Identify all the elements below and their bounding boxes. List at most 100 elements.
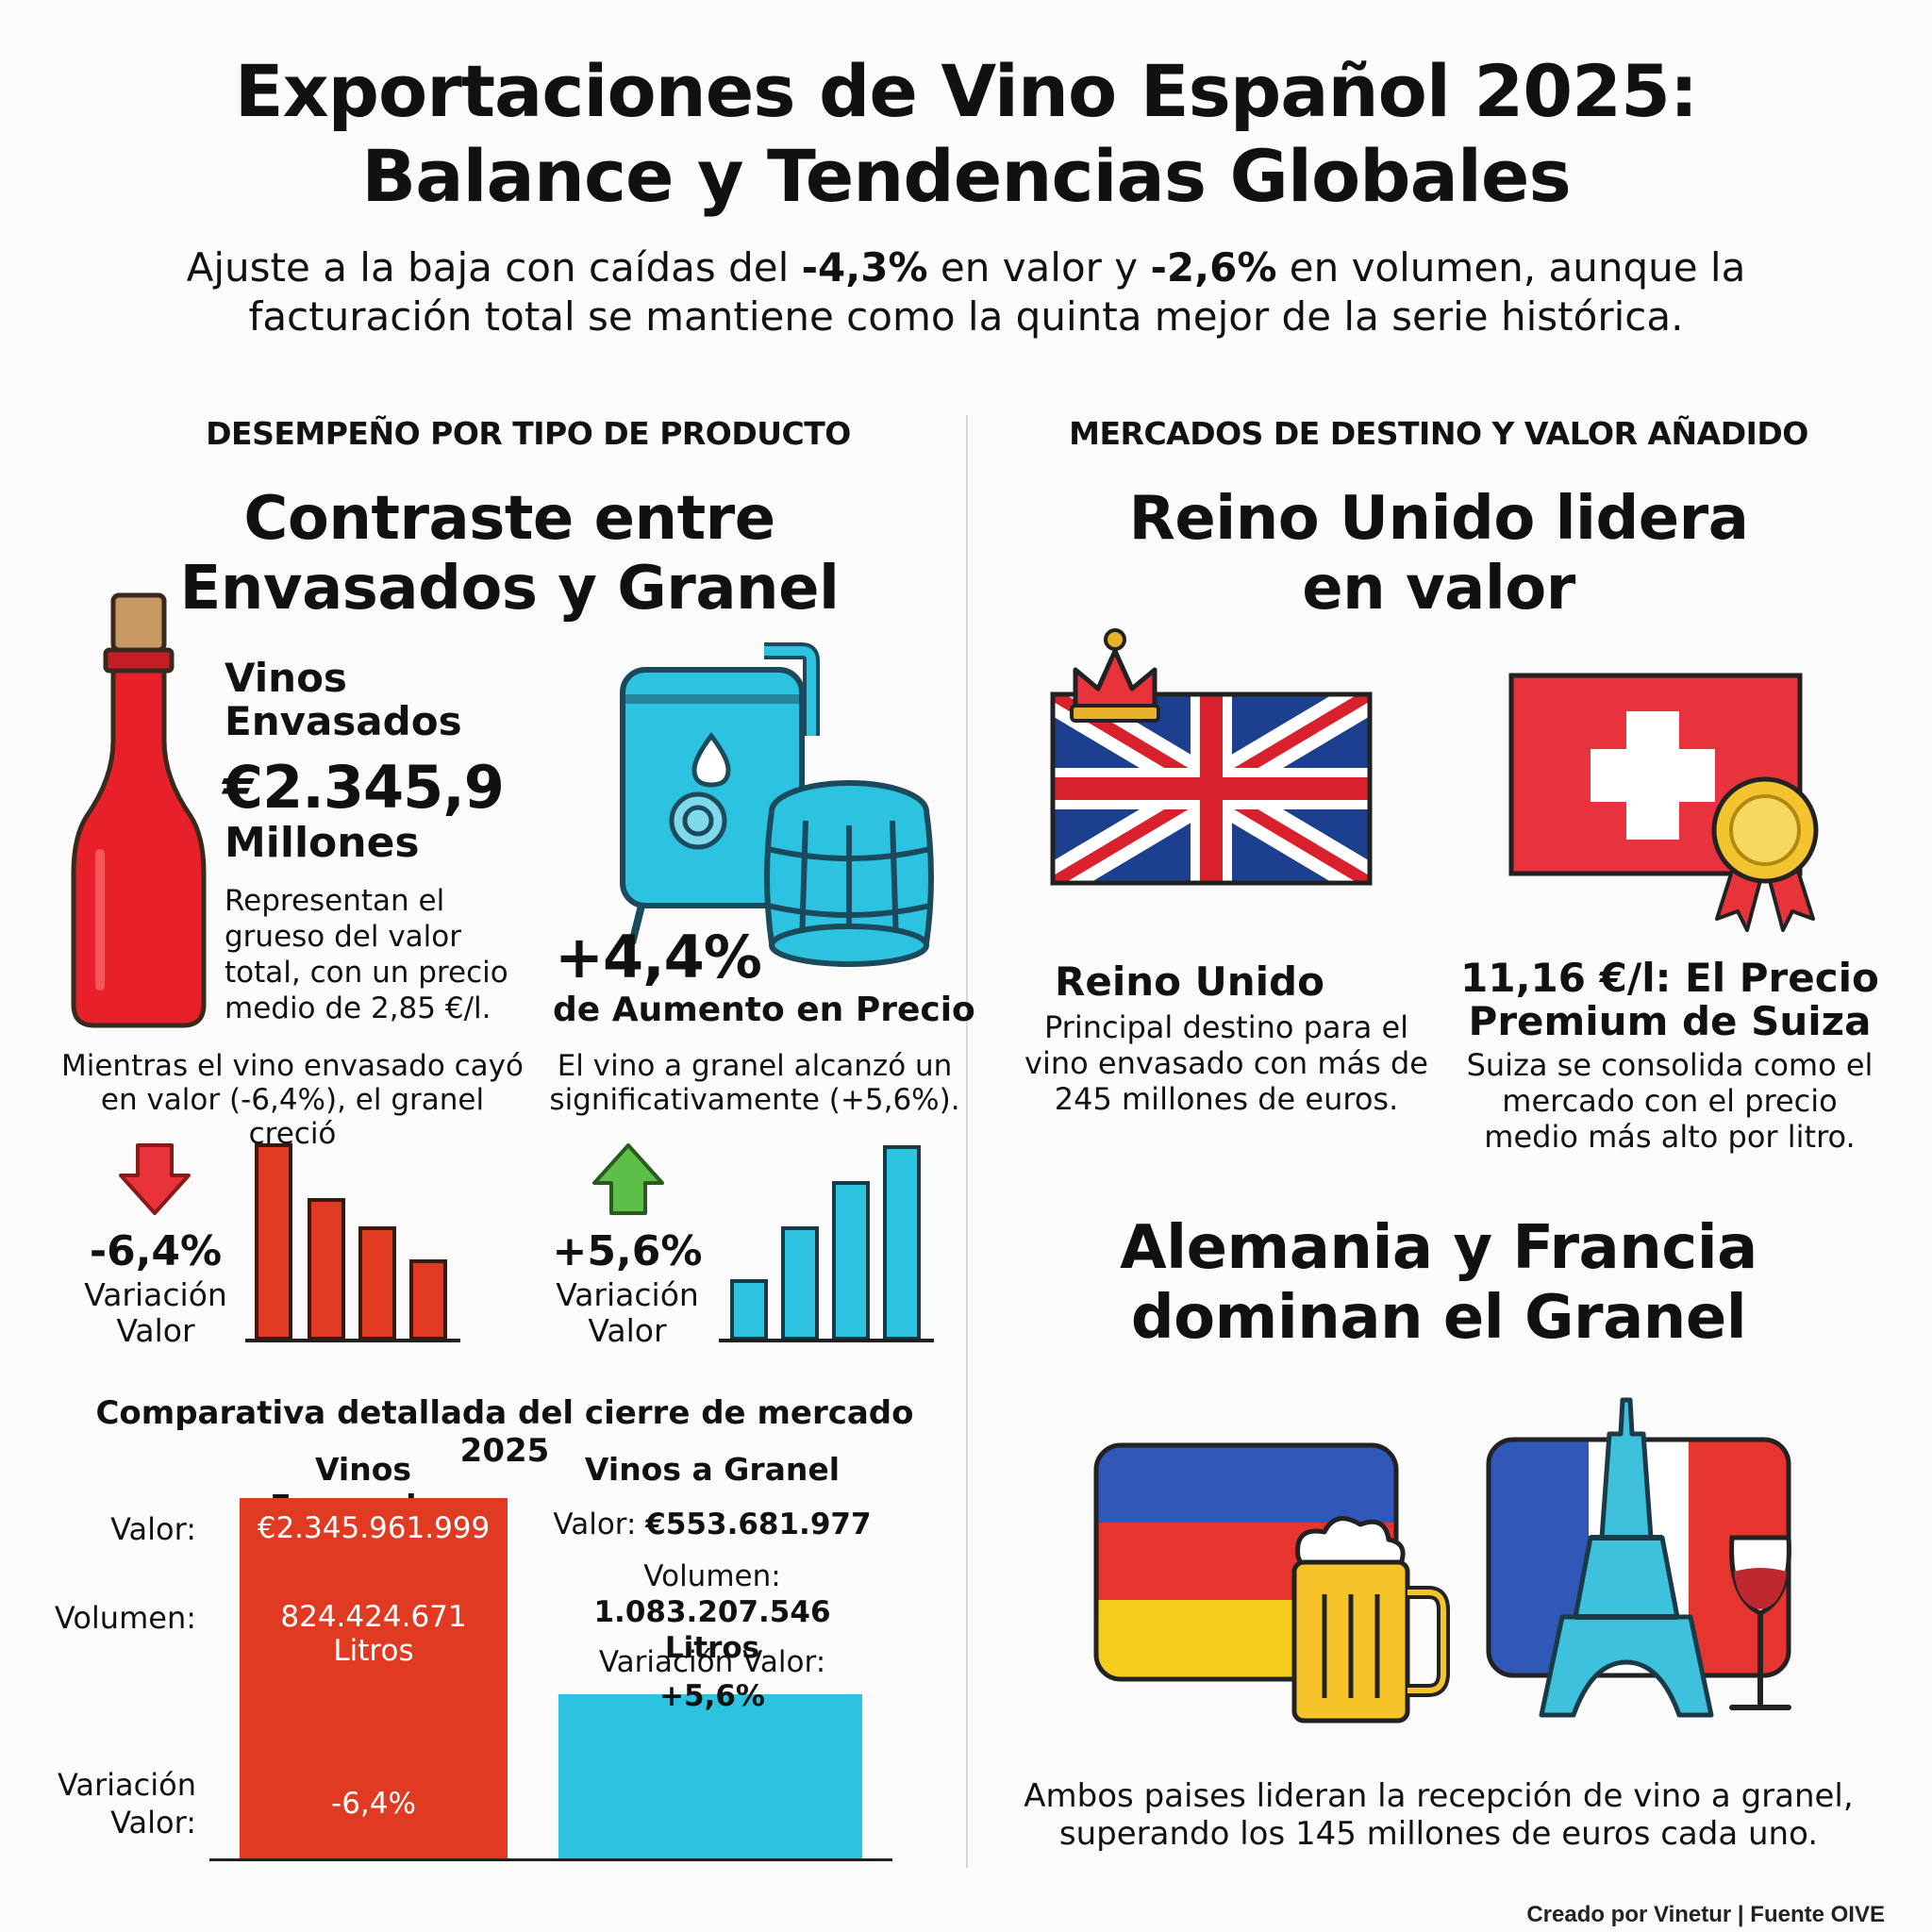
heading-line: en valor (1302, 554, 1575, 624)
credit-footer: Creado por Vinetur | Fuente OIVE (1526, 1902, 1885, 1927)
desc-line: mercado con el precio (1502, 1083, 1838, 1119)
field-value: +5,6% (659, 1679, 765, 1713)
envasados-description: Representan el grueso del valor total, c… (225, 883, 536, 1026)
granel-variacion: Variación Valor: +5,6% (547, 1645, 877, 1713)
granel-value-block (558, 1694, 862, 1858)
subtitle-text: en volumen, aunque la (1276, 244, 1746, 291)
granel-price-increase: +4,4% (555, 923, 762, 991)
decline-bar-2 (308, 1198, 345, 1341)
label-line: Valor: (110, 1805, 196, 1840)
label-line: Valor (116, 1312, 195, 1349)
subtitle-line-2: facturación total se mantiene como la qu… (248, 293, 1684, 340)
heading-line: dominan el Granel (1130, 1283, 1747, 1353)
field-label: Volumen: (643, 1559, 781, 1593)
comparison-title: Comparativa detallada del cierre de merc… (95, 1394, 914, 1470)
desc-line: medio de 2,85 €/l. (225, 991, 491, 1025)
desc-line: medio más alto por litro. (1484, 1119, 1856, 1155)
heading-germany-france: Alemania y Francia dominan el Granel (1000, 1213, 1877, 1353)
uk-title: Reino Unido (1055, 958, 1324, 1005)
down-label: Variación Valor (66, 1277, 245, 1349)
germany-flag-icon (1093, 1442, 1450, 1724)
label-line: Envasados (225, 698, 462, 744)
decline-bar-4 (409, 1259, 447, 1341)
decline-bar-chart (245, 1143, 460, 1342)
label-line: Vinos (225, 655, 347, 701)
granel-volumen: Volumen: 1.083.207.546 Litros (547, 1558, 877, 1666)
desc-line: Ambos paises lideran la recepción de vin… (1024, 1777, 1854, 1815)
title-line: Premium de Suiza (1468, 998, 1872, 1044)
title-line-1: Exportaciones de Vino Español 2025: (234, 49, 1699, 133)
field-label: Variación Valor: (598, 1645, 826, 1679)
row-label-variacion: Variación Valor: (38, 1766, 196, 1841)
desc-line: vino envasado con más de (1024, 1045, 1428, 1081)
field-value: €553.681.977 (645, 1507, 872, 1541)
field-value: 1.083.207.546 Litros (593, 1595, 831, 1665)
heading-line: Reino Unido lidera (1128, 484, 1749, 554)
text-line: en valor (-6,4%), el granel creció (100, 1083, 485, 1151)
growth-bar-1 (730, 1279, 768, 1341)
desc-line: grueso del valor (225, 920, 461, 954)
desc-line: Suiza se consolida como el (1466, 1047, 1874, 1083)
label-line: Variación (84, 1276, 227, 1313)
desc-line: Principal destino para el (1043, 1009, 1409, 1045)
compare-text-granel: El vino a granel alcanzó un significativ… (538, 1049, 972, 1117)
heading-line: Contraste entre (243, 484, 775, 554)
title-line-2: Balance y Tendencias Globales (361, 134, 1571, 218)
swiss-flag-icon (1508, 673, 1819, 932)
uk-description: Principal destino para el vino envasado … (1019, 1009, 1434, 1117)
subtitle-volume-drop: -2,6% (1150, 244, 1277, 291)
subtitle-text: en valor y (927, 244, 1151, 291)
wine-bottle-icon (71, 592, 207, 1028)
desc-line: superando los 145 millones de euros cada… (1058, 1815, 1819, 1853)
heading-uk-leads: Reino Unido lidera en valor (1000, 484, 1877, 624)
up-pct: +5,6% (552, 1227, 703, 1275)
heading-contrast: Contraste entre Envasados y Granel (38, 484, 981, 624)
envasados-value-block (240, 1498, 508, 1858)
down-arrow-icon (119, 1143, 191, 1215)
table-baseline (209, 1858, 892, 1861)
uk-flag-icon (1050, 628, 1373, 886)
heading-line: Alemania y Francia (1120, 1213, 1757, 1283)
envasados-value: €2.345,9 (223, 753, 505, 822)
desc-line: total, con un precio (225, 956, 508, 990)
envasados-volumen: 824.424.671 Litros (280, 1600, 467, 1668)
label-line: Valor (588, 1312, 667, 1349)
section-label-markets: MERCADOS DE DESTINO Y VALOR AÑADIDO (1069, 415, 1808, 452)
desc-line: Representan el (225, 884, 445, 918)
growth-bar-4 (883, 1145, 921, 1341)
swiss-title: 11,16 €/l: El Precio Premium de Suiza (1453, 957, 1887, 1043)
tank-barrel-icon (620, 642, 934, 967)
decline-bar-1 (255, 1143, 292, 1341)
col-header-granel: Vinos a Granel (584, 1451, 841, 1488)
text-line: significativamente (+5,6%). (549, 1083, 960, 1117)
label-line: Variación (556, 1276, 699, 1313)
up-arrow-icon (592, 1143, 664, 1215)
subtitle-text: Ajuste a la baja con caídas del (186, 244, 802, 291)
decline-bar-3 (358, 1226, 396, 1341)
growth-bar-2 (781, 1226, 819, 1341)
envasados-unit: Millones (225, 819, 420, 867)
france-flag-icon (1486, 1397, 1791, 1718)
title-line: 11,16 €/l: El Precio (1460, 955, 1879, 1001)
text-line: El vino a granel alcanzó un (557, 1049, 953, 1083)
down-pct: -6,4% (89, 1227, 223, 1275)
desc-line: 245 millones de euros. (1054, 1081, 1399, 1117)
field-label: Valor: (553, 1507, 646, 1541)
column-divider (966, 415, 968, 1868)
swiss-description: Suiza se consolida como el mercado con e… (1453, 1047, 1887, 1155)
page-subtitle: Ajuste a la baja con caídas del -4,3% en… (94, 243, 1838, 341)
growth-bar-3 (832, 1181, 870, 1341)
heading-line: Envasados y Granel (179, 554, 840, 624)
envasados-valor: €2.345.961.999 (257, 1511, 491, 1545)
row-label-valor: Valor: (110, 1511, 196, 1547)
row-label-volumen: Volumen: (54, 1600, 196, 1636)
granel-price-label: de Aumento en Precio (553, 991, 975, 1029)
page-title: Exportaciones de Vino Español 2025: Bala… (0, 49, 1932, 219)
up-label: Variación Valor (538, 1277, 717, 1349)
compare-text-envasado: Mientras el vino envasado cayó en valor … (57, 1049, 528, 1151)
subtitle-value-drop: -4,3% (801, 244, 928, 291)
envasados-label: Vinos Envasados (225, 657, 536, 743)
granel-valor: Valor: €553.681.977 (547, 1507, 877, 1541)
label-line: Variación (57, 1767, 196, 1803)
